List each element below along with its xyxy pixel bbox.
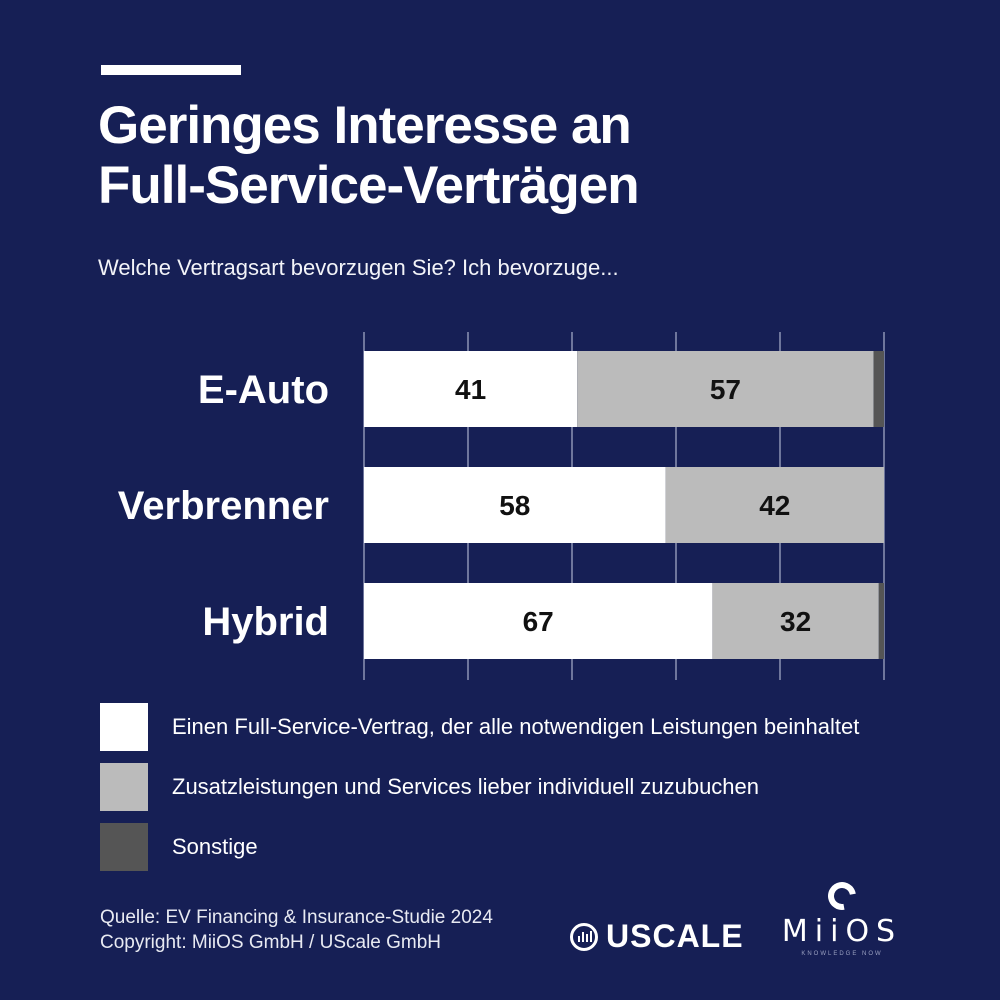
source-note: Quelle: EV Financing & Insurance-Studie … <box>100 905 493 955</box>
data-label-verbrenner-series-1: 42 <box>759 490 790 521</box>
bar-e-auto-series-1 <box>577 351 874 427</box>
accent-line <box>101 65 241 75</box>
bar-e-auto-series-2 <box>873 351 884 427</box>
bar-hybrid-series-1 <box>712 583 879 659</box>
legend-label-other: Sonstige <box>172 834 258 859</box>
stacked-bar-chart: E-Auto 41 57 Verbrenner 58 42 Hybrid 67 32 <box>118 332 885 680</box>
legend-item-individual: Zusatzleistungen und Services lieber ind… <box>100 762 980 812</box>
legend-swatch-other <box>100 823 148 871</box>
bar-verbrenner-series-0 <box>364 467 666 543</box>
data-label-hybrid-series-0: 67 <box>523 606 554 637</box>
data-label-hybrid-series-1: 32 <box>780 606 811 637</box>
data-label-e-auto-series-1: 57 <box>710 374 741 405</box>
legend-swatch-individual <box>100 763 148 811</box>
uscale-bars-icon <box>570 922 598 951</box>
miios-wordmark: MiiOS <box>781 914 903 949</box>
legend-label-full-service: Einen Full-Service-Vertrag, der alle not… <box>172 714 860 739</box>
title-line-2: Full-Service-Verträgen <box>98 156 640 215</box>
bar-hybrid-series-2 <box>878 583 884 659</box>
category-label-verbrenner: Verbrenner <box>118 484 329 528</box>
bar-verbrenner-series-1 <box>665 467 884 543</box>
uscale-wordmark: USCALE <box>606 918 744 954</box>
copyright-line: Copyright: MiiOS GmbH / UScale GmbH <box>100 932 442 953</box>
data-label-e-auto-series-0: 41 <box>455 374 486 405</box>
legend-item-full-service: Einen Full-Service-Vertrag, der alle not… <box>100 702 980 752</box>
page-title: Geringes Interesse an Full-Service-Vertr… <box>98 96 898 216</box>
data-label-verbrenner-series-0: 58 <box>499 490 530 521</box>
source-line: Quelle: EV Financing & Insurance-Studie … <box>100 907 493 928</box>
legend: Einen Full-Service-Vertrag, der alle not… <box>100 702 980 882</box>
uscale-logo: USCALE <box>570 918 744 955</box>
miios-logo: MiiOS KNOWLEDGE NOW <box>772 876 912 957</box>
legend-swatch-full-service <box>100 703 148 751</box>
category-label-e-auto: E-Auto <box>198 368 329 412</box>
subtitle: Welche Vertragsart bevorzugen Sie? Ich b… <box>98 255 619 280</box>
legend-item-other: Sonstige <box>100 822 980 872</box>
logos: USCALE MiiOS KNOWLEDGE NOW <box>570 876 912 982</box>
miios-swirl-icon <box>822 876 862 916</box>
legend-label-individual: Zusatzleistungen und Services lieber ind… <box>172 774 760 799</box>
bar-e-auto-series-0 <box>364 351 578 427</box>
title-line-1: Geringes Interesse an <box>98 96 632 155</box>
miios-tagline: KNOWLEDGE NOW <box>801 951 883 957</box>
category-label-hybrid: Hybrid <box>202 600 329 644</box>
bar-hybrid-series-0 <box>364 583 713 659</box>
